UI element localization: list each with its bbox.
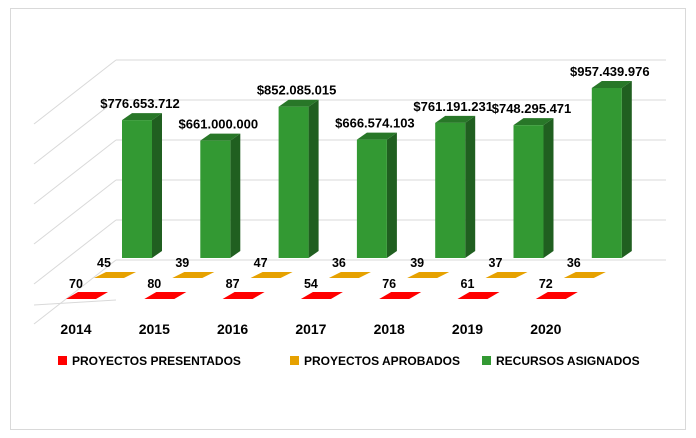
resources-series: $776.653.712 $661.000.000 $852.085.015 $666…	[100, 64, 650, 259]
resources-bar-top	[435, 115, 476, 123]
resources-bar	[435, 122, 466, 258]
resources-value-label: $957.439.976	[570, 64, 650, 79]
resources-bar-top	[591, 81, 632, 88]
approved-value-label: 37	[489, 256, 503, 270]
resources-bar-side	[230, 133, 241, 258]
approved-value-label: 39	[175, 256, 189, 270]
approved-marker	[94, 272, 136, 278]
gridline-floor	[33, 299, 117, 306]
approved-series: 45 39 47 36 39 37 36	[94, 256, 606, 278]
legend: PROYECTOS PRESENTADOS PROYECTOS APROBADOS…	[58, 354, 640, 368]
gridline-diagonal	[33, 99, 117, 165]
approved-value-label: 45	[97, 256, 111, 270]
presented-marker	[66, 292, 108, 299]
gridline-diagonal	[33, 219, 117, 285]
resources-bar-side	[308, 99, 319, 259]
legend-swatch	[482, 356, 491, 365]
year-tick-label: 2016	[217, 321, 248, 337]
approved-marker	[407, 272, 450, 278]
resources-value-label: $661.000.000	[179, 117, 259, 132]
gridline-diagonal	[33, 59, 117, 125]
year-tick-label: 2015	[139, 321, 170, 337]
resources-bar	[278, 106, 309, 259]
legend-swatch	[290, 356, 299, 365]
approved-marker	[485, 272, 528, 278]
presented-value-label: 70	[69, 277, 83, 291]
resources-bar	[200, 140, 231, 258]
legend-label: PROYECTOS PRESENTADOS	[72, 354, 241, 368]
year-tick-label: 2019	[452, 321, 483, 337]
resources-bar-side	[621, 81, 632, 258]
presented-value-label: 54	[304, 277, 318, 291]
legend-label: RECURSOS ASIGNADOS	[496, 354, 640, 368]
resources-bar-top	[200, 133, 241, 141]
resources-value-label: $666.574.103	[335, 116, 415, 131]
resources-bar	[513, 125, 544, 258]
legend-label: PROYECTOS APROBADOS	[304, 354, 460, 368]
year-tick-label: 2017	[295, 321, 326, 337]
resources-value-label: $852.085.015	[257, 83, 337, 98]
approved-marker	[172, 272, 215, 278]
presented-series: 70 80 87 54 76 61 72	[66, 277, 578, 299]
resources-bar-side	[465, 115, 476, 258]
presented-value-label: 72	[539, 277, 553, 291]
resources-bar	[356, 139, 387, 258]
resources-bar	[591, 88, 622, 258]
gridline-diagonal	[33, 259, 117, 325]
approved-value-label: 39	[410, 256, 424, 270]
presented-value-label: 87	[226, 277, 240, 291]
resources-bar	[122, 120, 152, 258]
year-tick-label: 2018	[374, 321, 405, 337]
gridline-diagonal	[33, 179, 117, 245]
resources-bar-top	[513, 118, 554, 126]
resources-bar-top	[356, 132, 397, 140]
resources-bar-side	[152, 113, 162, 258]
approved-marker	[328, 272, 371, 278]
resources-bar-top	[278, 99, 319, 107]
presented-marker	[457, 292, 500, 299]
presented-value-label: 76	[382, 277, 396, 291]
presented-value-label: 80	[147, 277, 161, 291]
approved-value-label: 36	[332, 256, 346, 270]
presented-marker	[535, 292, 578, 299]
year-tick-label: 2014	[60, 321, 91, 337]
presented-marker	[222, 292, 265, 299]
resources-bar-side	[543, 118, 554, 258]
presented-marker	[144, 292, 187, 299]
year-axis-labels: 2014 2015 2016 2017 2018 2019 2020	[60, 321, 561, 337]
resources-value-label: $776.653.712	[100, 96, 180, 111]
legend-swatch	[58, 356, 67, 365]
resources-value-label: $748.295.471	[492, 101, 572, 116]
resources-bar-side	[386, 132, 397, 258]
approved-value-label: 36	[567, 256, 581, 270]
presented-marker	[300, 292, 343, 299]
presented-value-label: 61	[461, 277, 475, 291]
presented-marker	[379, 292, 422, 299]
approved-marker	[250, 272, 293, 278]
approved-marker	[563, 272, 606, 278]
year-tick-label: 2020	[530, 321, 561, 337]
approved-value-label: 47	[254, 256, 268, 270]
gridline-diagonal	[33, 139, 117, 205]
resources-value-label: $761.191.231	[413, 99, 493, 114]
resources-bar-top	[122, 113, 162, 121]
